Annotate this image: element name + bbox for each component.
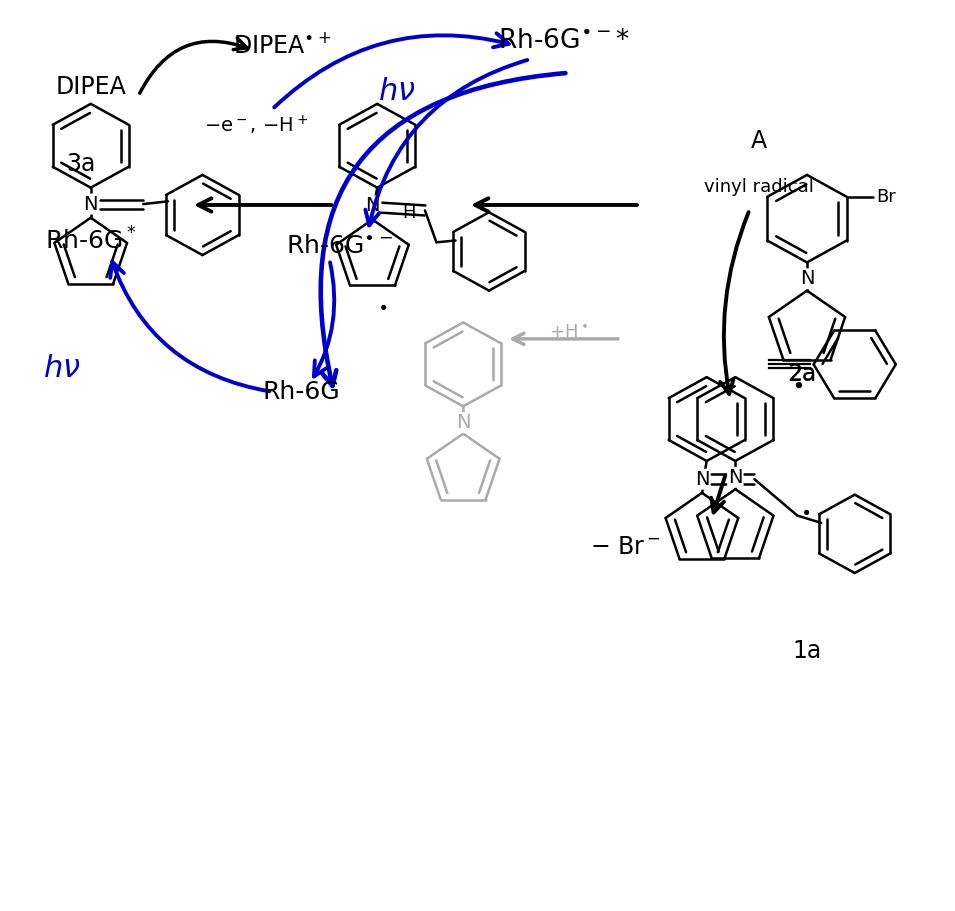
- Text: h$\nu$: h$\nu$: [43, 354, 81, 384]
- Text: Rh-6G$^{\bullet-}$: Rh-6G$^{\bullet-}$: [286, 234, 393, 258]
- Text: N: N: [456, 414, 471, 432]
- Text: $\bullet$: $\bullet$: [800, 502, 810, 520]
- Text: Rh-6G$^*$: Rh-6G$^*$: [45, 228, 137, 255]
- Text: h$\nu$: h$\nu$: [377, 77, 415, 106]
- Text: DIPEA$^{\bullet+}$: DIPEA$^{\bullet+}$: [232, 33, 331, 58]
- Text: A: A: [752, 129, 767, 153]
- Text: 1a: 1a: [793, 640, 821, 663]
- Text: N: N: [83, 195, 98, 213]
- Text: $\bullet$: $\bullet$: [792, 374, 803, 394]
- Text: N: N: [694, 470, 710, 488]
- Text: $-$e$^-$, $-$H$^+$: $-$e$^-$, $-$H$^+$: [204, 114, 308, 138]
- Text: H: H: [402, 204, 415, 222]
- Text: Br: Br: [877, 188, 896, 206]
- Text: $\bullet$: $\bullet$: [377, 297, 387, 315]
- Text: N: N: [728, 468, 743, 486]
- Text: N: N: [365, 197, 380, 215]
- Text: vinyl radical: vinyl radical: [704, 178, 815, 196]
- Text: N: N: [799, 270, 815, 288]
- Text: +H$^\bullet$: +H$^\bullet$: [549, 323, 587, 342]
- Text: Rh-6G$^{\bullet-}$*: Rh-6G$^{\bullet-}$*: [498, 28, 629, 54]
- Text: 3a: 3a: [67, 152, 96, 176]
- Text: 2a: 2a: [788, 362, 817, 385]
- Text: Rh-6G: Rh-6G: [262, 380, 340, 404]
- Text: $-$ Br$^-$: $-$ Br$^-$: [590, 535, 661, 558]
- Text: 2a: 2a: [788, 363, 817, 384]
- Text: DIPEA: DIPEA: [55, 75, 126, 98]
